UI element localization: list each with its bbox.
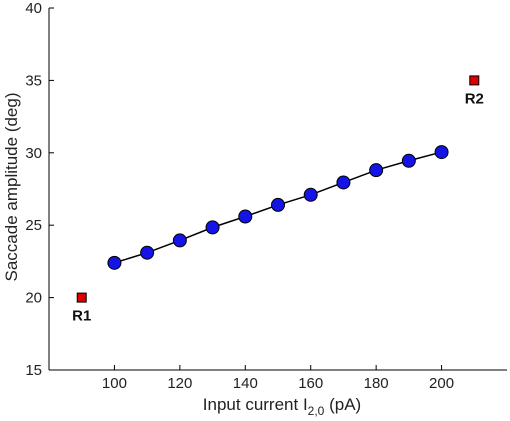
y-tick-label: 30 (25, 145, 42, 162)
x-tick-label: 160 (298, 375, 323, 392)
reference-marker-r1 (76, 292, 87, 303)
axes: 100 120 140 160 180 200 15 20 25 30 35 40 (25, 0, 507, 392)
y-tick-label: 25 (25, 217, 42, 234)
series-layer (107, 145, 449, 270)
data-point (271, 197, 285, 212)
x-tick-label: 200 (429, 375, 454, 392)
x-tick-label: 140 (233, 375, 258, 392)
data-point (401, 153, 416, 168)
reference-marker-label-r1: R1 (72, 308, 91, 325)
y-axis-title: Saccade amplitude (deg) (2, 92, 21, 281)
data-point (434, 145, 449, 160)
reference-marker-label-r2: R2 (465, 90, 484, 107)
y-tick-label: 20 (25, 290, 42, 307)
data-point (369, 163, 384, 178)
data-point (303, 187, 318, 202)
y-tick-label: 15 (25, 362, 42, 379)
reference-marker-r2 (469, 75, 480, 86)
data-point (205, 220, 220, 235)
y-tick-label: 35 (25, 72, 42, 89)
x-axis-title-suffix: (pA) (324, 395, 361, 414)
data-point (238, 209, 253, 224)
data-point (107, 255, 122, 270)
x-axis-title: Input current I2,0 (pA) (203, 395, 361, 418)
data-point (172, 233, 187, 248)
x-tick-label: 100 (102, 375, 127, 392)
x-axis-title-subscript: 2,0 (308, 404, 325, 418)
x-tick-label: 120 (167, 375, 192, 392)
x-axis-title-base: Input current I (203, 395, 308, 414)
y-tick-label: 40 (25, 0, 42, 17)
reference-markers: R1 R2 (72, 75, 484, 325)
data-point (336, 175, 351, 190)
x-tick-label: 180 (364, 375, 389, 392)
data-point (140, 245, 155, 260)
